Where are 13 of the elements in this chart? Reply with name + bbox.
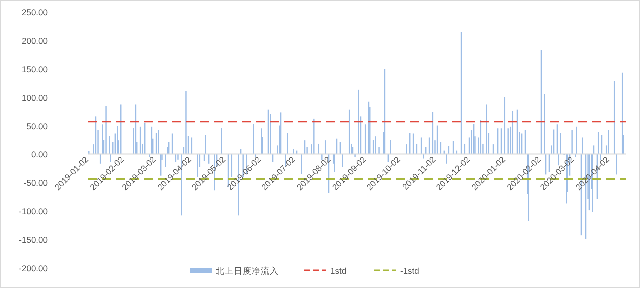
y-tick-label: 0.00 xyxy=(31,150,48,160)
y-tick-label: 150.00 xyxy=(22,64,48,74)
legend-label: -1std xyxy=(400,266,420,276)
legend-label: 1std xyxy=(330,266,347,276)
y-tick-label: -200.00 xyxy=(19,264,48,274)
y-tick-label: 200.00 xyxy=(22,36,48,46)
y-tick-label: 50.00 xyxy=(26,121,48,132)
y-tick-label: -50.00 xyxy=(24,178,48,188)
y-tick-label: 250.00 xyxy=(22,8,48,18)
y-tick-label: -150.00 xyxy=(19,235,48,246)
y-tick-label: 100.00 xyxy=(22,92,48,103)
y-tick-label: -100.00 xyxy=(19,206,48,217)
legend-label: 北上日度净流入 xyxy=(216,266,279,276)
